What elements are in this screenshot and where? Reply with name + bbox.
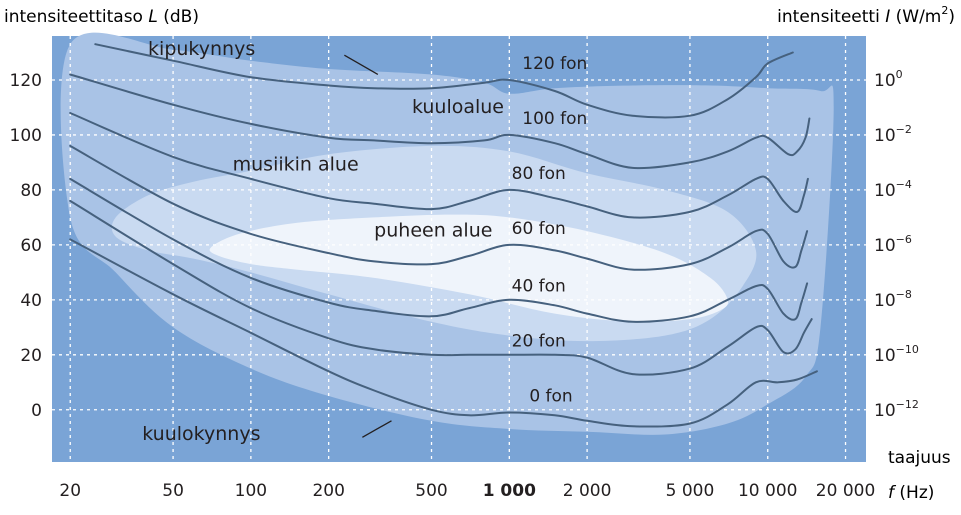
y-tick-label: 60 xyxy=(20,236,42,256)
curve-line xyxy=(94,43,794,119)
annotation-line xyxy=(362,420,392,438)
x-tick-label: 5 000 xyxy=(666,481,715,501)
x-tick-label: 1 000 xyxy=(483,481,536,501)
x-tick-label: 100 xyxy=(235,481,267,501)
x-tick-label: 10 000 xyxy=(738,481,797,501)
curve-label: 0 fon xyxy=(529,387,572,407)
plot-area: kuuloalue musiikin alue puheen alue 120 fon… xyxy=(52,32,866,462)
curve-line xyxy=(69,238,818,428)
annotation-label: kuulokynnys xyxy=(142,423,260,445)
curve-label: 120 fon xyxy=(522,54,587,74)
x-axis-unit: f (Hz) xyxy=(888,483,934,503)
right-tick-label: 10−8 xyxy=(874,288,912,311)
x-tick-label: 500 xyxy=(415,481,447,501)
curve-label: 20 fon xyxy=(512,332,566,352)
annotation-line xyxy=(344,54,379,76)
y-tick-label: 80 xyxy=(20,181,42,201)
axis-ticks: 20 50 100 200 500 1 000 2 000 5 000 10 000 20 000… xyxy=(10,68,919,501)
x-tick-label: 50 xyxy=(162,481,184,501)
annotation-label: kipukynnys xyxy=(148,38,255,60)
x-tick-label: 200 xyxy=(312,481,344,501)
curve-label: 80 fon xyxy=(512,164,566,184)
y-tick-label: 0 xyxy=(31,401,42,421)
curve-label: 40 fon xyxy=(512,277,566,297)
right-tick-label: 10−12 xyxy=(874,398,919,421)
y-tick-label: 20 xyxy=(20,346,42,366)
region-label: musiikin alue xyxy=(233,154,359,176)
curve-label: 60 fon xyxy=(512,219,566,239)
region-3 xyxy=(209,214,729,323)
curve-line xyxy=(69,199,813,376)
x-tick-label: 20 000 xyxy=(816,481,875,501)
x-axis-title: taajuus xyxy=(888,448,951,468)
y-tick-label: 100 xyxy=(10,126,42,146)
curve-line xyxy=(69,112,809,219)
curve-line xyxy=(69,73,811,170)
right-tick-label: 100 xyxy=(874,68,903,91)
right-axis-title: intensiteetti I (W/m2) xyxy=(777,4,955,27)
curve-line xyxy=(69,177,809,323)
right-tick-label: 10−10 xyxy=(874,343,919,366)
x-tick-label: 20 xyxy=(59,481,81,501)
right-tick-label: 10−2 xyxy=(874,123,912,146)
x-tick-label: 2 000 xyxy=(563,481,612,501)
curve-line xyxy=(69,144,809,271)
right-tick-label: 10−6 xyxy=(874,233,912,256)
y-tick-label: 120 xyxy=(10,71,42,91)
right-tick-label: 10−4 xyxy=(874,178,912,201)
y-tick-label: 40 xyxy=(20,291,42,311)
region-label: puheen alue xyxy=(374,220,492,242)
curve-label: 100 fon xyxy=(522,109,587,129)
left-axis-title: intensiteettitaso L (dB) xyxy=(4,7,199,27)
region-label: kuuloalue xyxy=(412,96,504,118)
